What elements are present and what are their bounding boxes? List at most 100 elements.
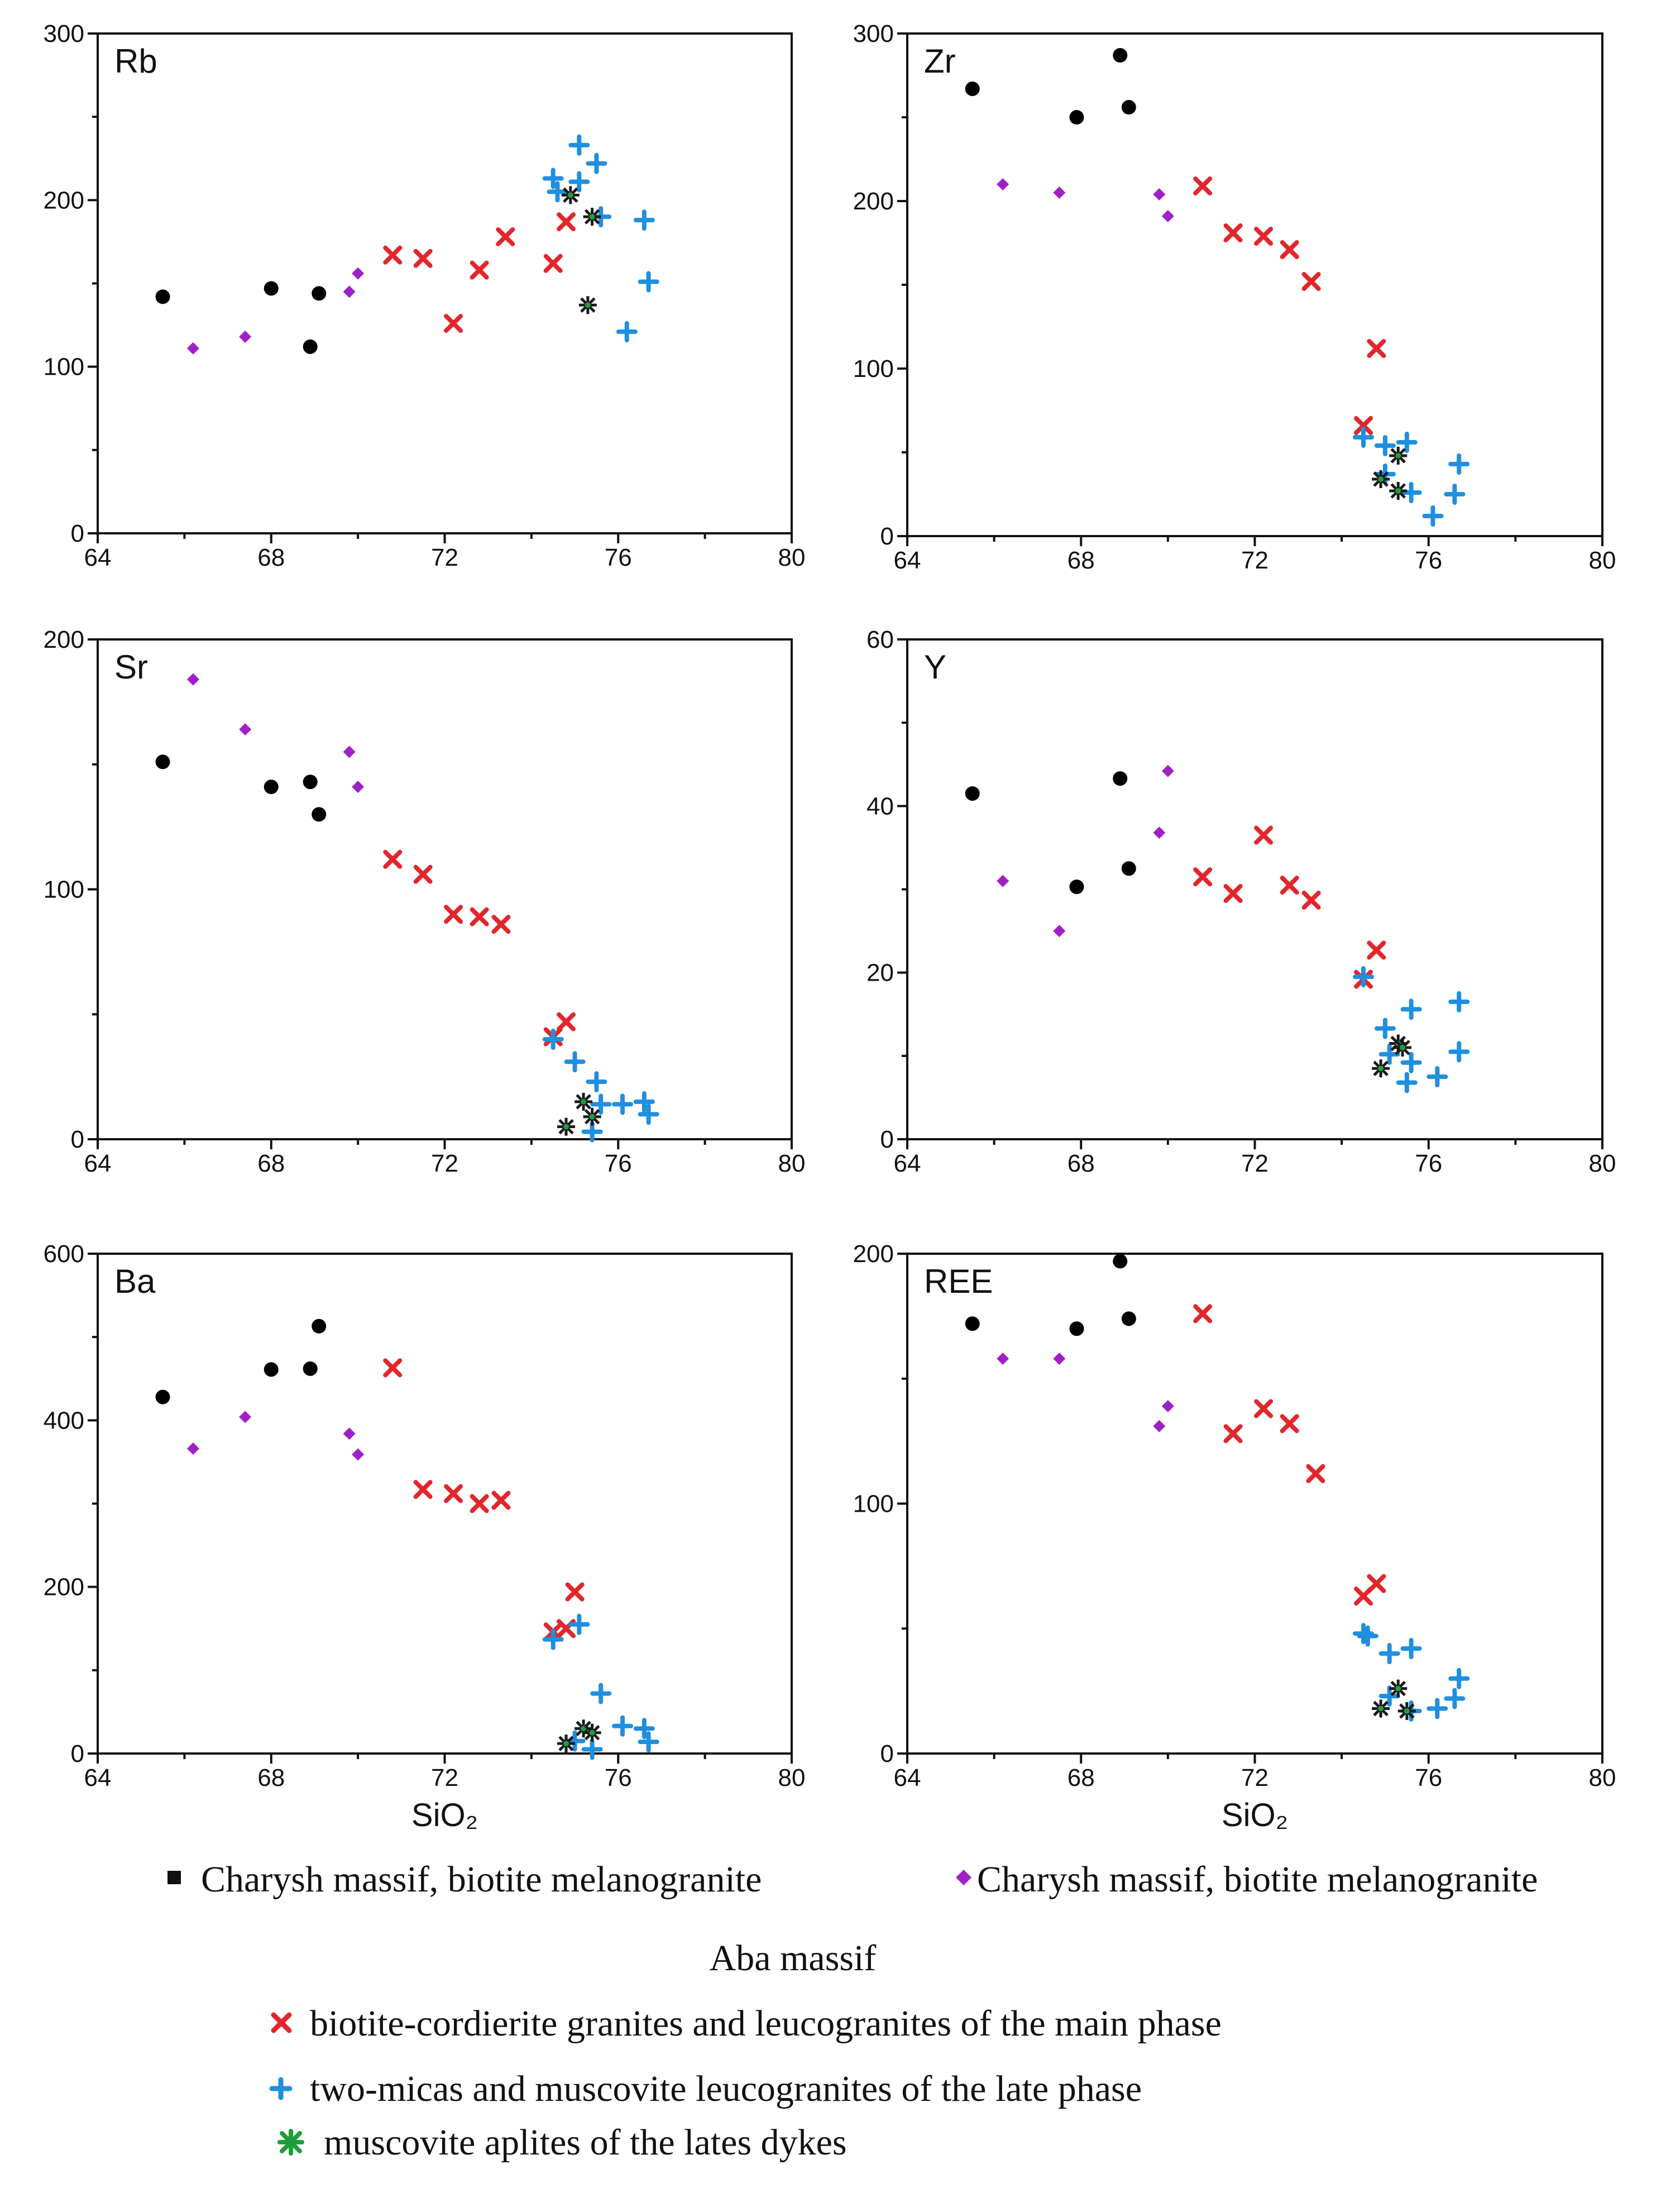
data-point-aba-late [612,1715,634,1737]
x-tick-label: 72 [1241,1764,1268,1791]
x-tick-label: 72 [1241,547,1268,574]
data-point-aba-late [633,209,655,231]
panel-sr: 0 100 200 64 68 72 76 80 Sr [44,626,806,1177]
data-point-aba-main [383,1358,403,1378]
data-point-charysh2 [1053,187,1066,199]
data-point-charysh2 [186,342,199,355]
data-point-aba-main [470,907,489,926]
panel-label-ree: REE [924,1263,993,1300]
data-point-charysh2 [1161,1399,1174,1412]
x-tick-label: 72 [1241,1150,1268,1177]
data-point-aba-dykes [1389,482,1408,500]
panel-y: 0 20 40 60 64 68 72 76 80 Y [866,626,1616,1177]
data-point-aba-main [1354,416,1373,435]
panel-zr: 0 100 200 300 64 68 72 76 80 Zr [853,20,1616,574]
data-point-aba-main [1193,176,1213,195]
data-point-aba-late [1378,1043,1400,1065]
legend-marker-charysh2 [956,1870,971,1885]
legend-marker-aba-dykes [277,2129,304,2156]
data-point-aba-dykes [1372,470,1390,488]
legend-label-charysh: Charysh massif, biotite melanogranite [201,1859,762,1900]
x-tick-label: 72 [431,544,458,571]
x-tick-label: 76 [1415,1764,1442,1791]
data-point-charysh2 [239,330,252,343]
x-tick-label: 64 [84,1150,112,1177]
legend-marker-aba-late [269,2077,293,2100]
data-point-charysh [1121,1311,1136,1326]
data-point-aba-late [542,1029,564,1050]
data-point-charysh2 [1153,826,1166,839]
data-point-aba-main [1301,890,1321,910]
y-tick-label: 20 [866,959,894,987]
x-tick-label: 68 [1067,1150,1095,1177]
x-tick-label: 72 [431,1764,458,1791]
data-point-aba-late [568,1613,590,1635]
data-point-aba-late [1374,1017,1396,1039]
data-point-aba-dykes [1394,1038,1412,1057]
data-point-aba-main [543,254,563,273]
x-tick-label: 68 [257,1764,285,1791]
data-point-aba-main [444,905,463,924]
data-point-aba-main [557,212,576,232]
data-point-aba-late [586,152,607,174]
data-point-aba-main [1223,1424,1243,1444]
x-tick-label: 80 [1589,547,1616,574]
data-point-aba-late [581,1738,603,1760]
data-point-aba-main [1254,227,1274,246]
data-point-aba-main [1306,1464,1325,1483]
data-point-aba-late [547,181,568,203]
data-point-charysh [312,286,327,301]
data-point-charysh [303,775,318,790]
data-point-charysh2 [343,746,356,758]
data-point-charysh2 [1161,765,1174,777]
data-point-aba-late [1400,1638,1422,1660]
x-tick-label: 72 [431,1150,458,1177]
legend-heading-aba: Aba massif [710,1938,877,1979]
data-point-aba-late [1396,432,1418,453]
y-tick-label: 60 [866,626,894,653]
data-point-aba-late [1400,998,1422,1020]
data-point-charysh [303,339,318,354]
data-point-aba-late [638,1731,659,1753]
data-point-aba-main [1254,825,1274,845]
y-tick-label: 0 [71,1126,84,1153]
data-point-aba-late [568,134,590,156]
plot-frame [906,32,1603,537]
data-point-aba-dykes [583,208,601,226]
data-point-aba-main [491,915,511,934]
data-point-charysh2 [352,781,365,794]
data-point-aba-late [616,321,638,343]
x-tick-label: 80 [778,1764,806,1791]
x-tick-label: 76 [605,1150,632,1177]
data-point-charysh [155,289,170,304]
x-tick-label: 68 [257,1150,285,1177]
data-point-aba-main [1301,272,1321,291]
data-point-aba-late [542,1628,564,1650]
data-point-aba-late [1353,966,1375,988]
data-point-aba-main [1223,883,1243,903]
x-tick-label: 64 [84,544,112,571]
panel-label-zr: Zr [924,42,956,80]
data-point-aba-dykes [583,1107,601,1126]
plot-frame [906,1253,1603,1755]
x-tick-label: 68 [1067,547,1095,574]
panel-label-sr: Sr [114,648,148,686]
data-point-aba-dykes [1389,1679,1408,1698]
data-point-charysh [155,1389,170,1404]
data-point-aba-main [413,864,433,884]
y-tick-label: 200 [44,187,84,214]
data-point-aba-late [568,171,590,193]
data-point-aba-late [1374,435,1396,456]
data-point-charysh [1121,861,1136,876]
x-axis-title: SiO₂ [1222,1797,1288,1833]
data-point-aba-late [1400,1052,1422,1073]
data-point-charysh [1069,1321,1084,1336]
x-tick-label: 64 [894,1150,921,1177]
panel-ree: 0 100 200 64 68 72 76 80 REE SiO₂ [853,1240,1616,1833]
x-tick-label: 76 [1415,1150,1442,1177]
legend-label-aba-main: biotite-cordierite granites and leucogra… [310,2003,1222,2044]
legend-marker-aba-main [271,2012,292,2033]
data-point-aba-main [1280,1414,1299,1434]
y-tick-label: 0 [71,520,84,547]
